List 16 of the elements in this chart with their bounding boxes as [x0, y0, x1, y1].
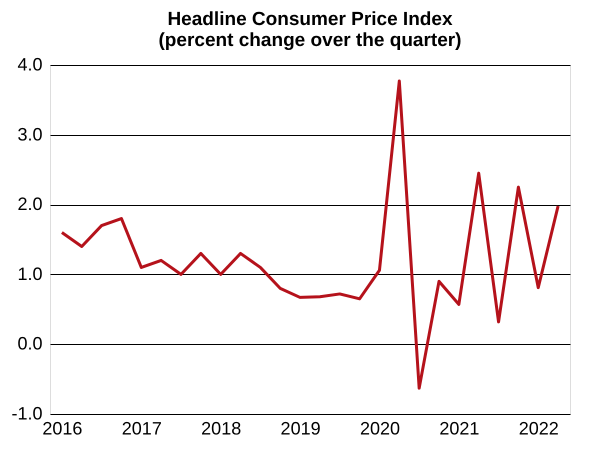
x-tick-label: 2016	[42, 418, 82, 438]
y-tick-label: 3.0	[17, 124, 42, 144]
text: (percent change over the quarter)	[158, 30, 462, 51]
line-series	[60, 80, 560, 390]
x-tick-label: 2017	[122, 418, 162, 438]
x-tick-label: 2022	[518, 418, 559, 438]
x-tick-label: 2019	[280, 418, 321, 438]
text: Headline Consumer Price Index	[167, 9, 453, 30]
x-tick-label: 2018	[201, 418, 242, 438]
y-tick-label: 0.0	[17, 334, 42, 354]
x-tick-label: 2021	[439, 418, 480, 438]
y-tick-label: 1.0	[17, 264, 42, 284]
y-tick-label: 4.0	[17, 54, 42, 74]
x-tick-label: 2020	[360, 418, 400, 438]
y-tick-label: -1.0	[11, 404, 42, 424]
y-tick-label: 2.0	[17, 194, 42, 214]
